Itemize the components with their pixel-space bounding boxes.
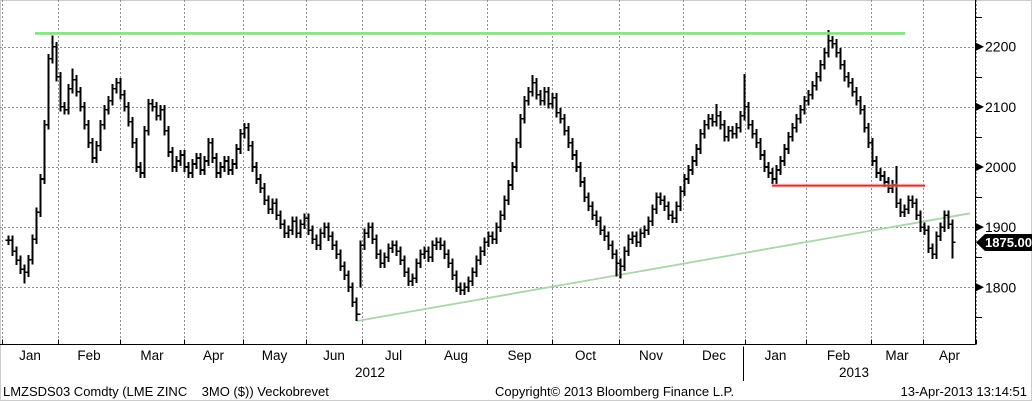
x-month-label: Oct [575, 348, 596, 363]
x-month-label: Mar [885, 348, 909, 363]
ohlc-bars [5, 29, 956, 321]
x-month-label: Mar [140, 348, 164, 363]
x-month-label: Jun [323, 348, 345, 363]
y-axis-labels: 2200 2100 2000 1900 1800 [976, 39, 1016, 295]
y-tick-label: 2100 [985, 99, 1016, 115]
x-month-label: Aug [444, 348, 468, 363]
x-month-label: Dec [702, 348, 726, 363]
footer: LMZSDS03 Comdty (LME ZINC 3MO ($)) Vecko… [0, 384, 1032, 399]
x-month-label: May [262, 348, 288, 363]
y-tick-arrow-icon [976, 223, 984, 232]
x-month-label: Jan [765, 348, 787, 363]
y-tick-label: 2000 [985, 159, 1016, 175]
x-month-label: Apr [203, 348, 225, 363]
x-month-label: Apr [939, 348, 961, 363]
x-month-label: Feb [827, 348, 850, 363]
month-labels: Jan Feb Mar Apr May Jun Jul Aug Sep Oct Nov Dec Jan F… [19, 348, 960, 363]
x-year-label: 2012 [355, 365, 385, 380]
x-month-label: Sep [507, 348, 531, 363]
y-tick-arrow-icon [976, 102, 984, 111]
y-tick-label: 1800 [985, 279, 1016, 295]
last-price-tag: 1875.00 [976, 234, 1032, 251]
y-tick-arrow-icon [976, 283, 984, 292]
x-month-label: Feb [77, 348, 100, 363]
axes [0, 0, 982, 381]
y-tick-label: 2200 [985, 39, 1016, 55]
y-tick-arrow-icon [976, 42, 984, 51]
y-tick-label: 1900 [985, 219, 1016, 235]
uptrend-line [356, 212, 971, 322]
x-month-label: Jan [19, 348, 41, 363]
x-year-label: 2013 [839, 365, 869, 380]
footer-instrument-label: LMZSDS03 Comdty (LME ZINC 3MO ($)) Vecko… [3, 384, 329, 399]
year-labels: 2012 2013 [355, 365, 869, 380]
x-month-label: Nov [639, 348, 663, 363]
gridlines [0, 0, 977, 345]
y-tick-arrow-icon [976, 163, 984, 171]
footer-copyright: Copyright© 2013 Bloomberg Finance L.P. [495, 384, 735, 399]
x-month-label: Jul [385, 348, 402, 363]
footer-timestamp: 13-Apr-2013 13:14:51 [900, 384, 1027, 399]
